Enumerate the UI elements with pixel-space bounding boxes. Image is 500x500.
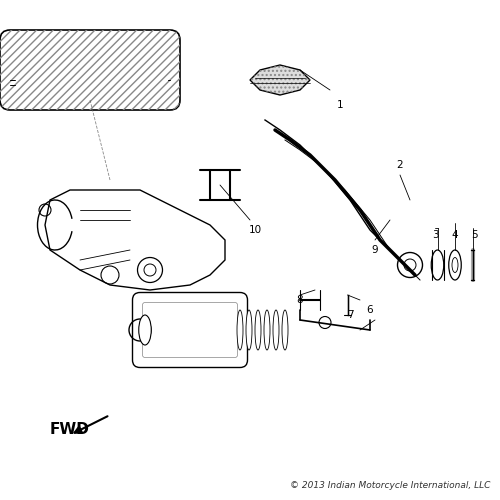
Ellipse shape	[431, 250, 444, 280]
Ellipse shape	[264, 310, 270, 350]
Text: 6: 6	[366, 305, 374, 315]
Text: FWD: FWD	[50, 422, 90, 438]
Ellipse shape	[449, 250, 461, 280]
Ellipse shape	[246, 310, 252, 350]
FancyBboxPatch shape	[132, 292, 248, 368]
Text: 5: 5	[472, 230, 478, 240]
Text: 3: 3	[432, 230, 438, 240]
Ellipse shape	[452, 258, 458, 272]
Ellipse shape	[237, 310, 243, 350]
Polygon shape	[45, 190, 225, 290]
Text: 2: 2	[396, 160, 404, 170]
Text: 7: 7	[346, 310, 354, 320]
Ellipse shape	[139, 315, 151, 345]
Text: 10: 10	[248, 225, 262, 235]
Ellipse shape	[282, 310, 288, 350]
Polygon shape	[250, 65, 310, 95]
Ellipse shape	[255, 310, 261, 350]
Ellipse shape	[273, 310, 279, 350]
Text: 8: 8	[296, 295, 304, 305]
Text: 4: 4	[452, 230, 458, 240]
FancyBboxPatch shape	[0, 30, 180, 110]
Text: © 2013 Indian Motorcycle International, LLC: © 2013 Indian Motorcycle International, …	[290, 481, 490, 490]
Text: 9: 9	[372, 245, 378, 255]
Text: 1: 1	[336, 100, 344, 110]
